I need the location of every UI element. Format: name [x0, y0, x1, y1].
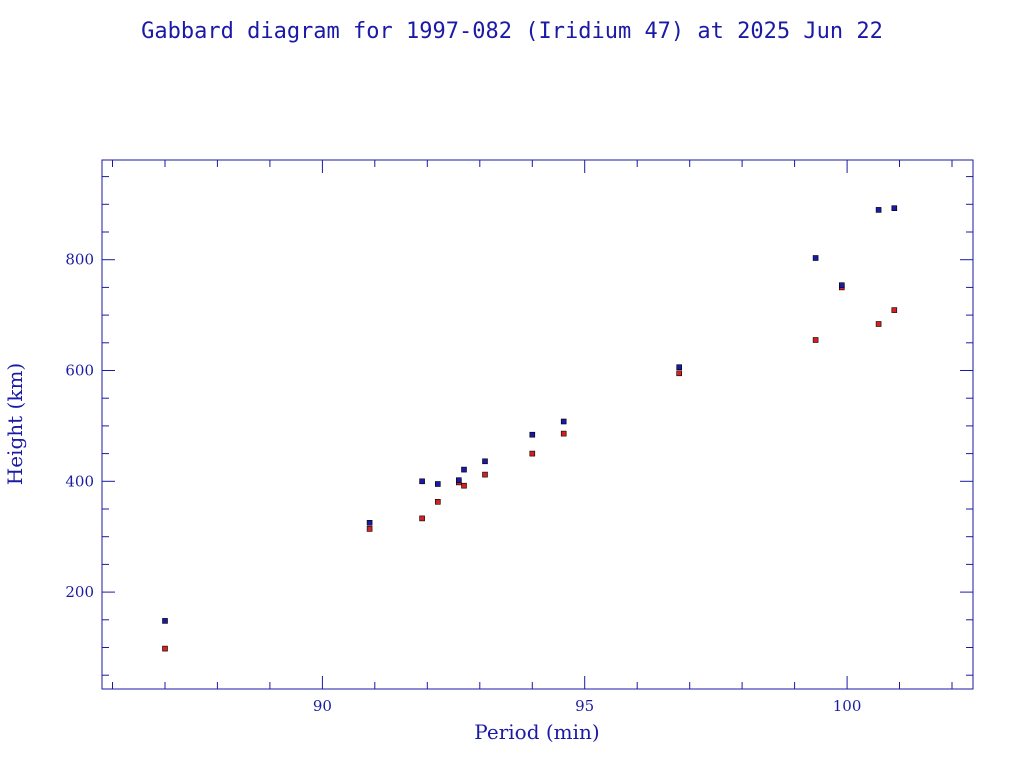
- apogee-point: [419, 478, 425, 485]
- axis-ticks: [102, 160, 973, 689]
- perigee-point: [366, 526, 373, 532]
- y-tick-label: 200: [65, 583, 94, 601]
- apogee-point: [891, 205, 898, 211]
- apogee-point: [455, 477, 462, 484]
- x-tick-label: 90: [313, 697, 332, 715]
- data-points: [162, 205, 898, 652]
- y-tick-label: 800: [65, 251, 94, 269]
- perigee-point: [812, 337, 819, 343]
- perigee-point: [461, 482, 467, 489]
- perigee-point: [875, 321, 882, 327]
- perigee-point: [560, 430, 567, 437]
- apogee-point: [560, 418, 567, 425]
- apogee-point: [529, 431, 536, 438]
- y-axis-label: Height (km): [3, 363, 27, 485]
- plot-frame: [101, 159, 974, 690]
- x-axis-label: Period (min): [474, 720, 599, 744]
- perigee-point: [529, 450, 536, 457]
- apogee-point: [875, 207, 882, 213]
- perigee-point: [434, 498, 441, 505]
- apogee-point: [482, 458, 488, 465]
- chart-title: Gabbard diagram for 1997-082 (Iridium 47…: [141, 19, 883, 44]
- perigee-point: [676, 370, 683, 377]
- apogee-point: [676, 364, 683, 371]
- y-tick-label: 400: [65, 472, 94, 490]
- apogee-point: [162, 618, 168, 624]
- tick-labels: 90 95 100 200 400 600 800: [65, 251, 861, 715]
- apogee-point: [434, 481, 441, 487]
- apogee-point: [461, 466, 467, 473]
- perigee-point: [891, 307, 898, 313]
- apogee-point: [812, 255, 819, 261]
- x-tick-label: 100: [833, 697, 862, 715]
- apogee-point: [366, 519, 373, 526]
- perigee-point: [482, 471, 488, 478]
- y-tick-label: 600: [65, 362, 94, 380]
- apogee-point: [838, 282, 845, 289]
- x-tick-label: 95: [575, 697, 594, 715]
- perigee-point: [419, 515, 425, 522]
- perigee-point: [162, 645, 168, 652]
